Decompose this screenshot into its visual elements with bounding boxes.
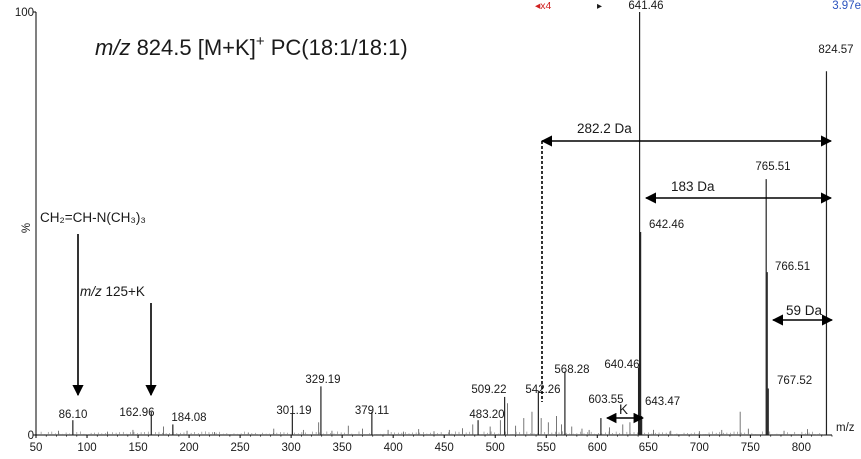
header-peak-label: 641.46 [628, 0, 663, 12]
x-axis-label: m/z [836, 422, 855, 434]
peaks [72, 12, 828, 435]
loss-59-label: 59 Da [786, 303, 823, 318]
peak-label-483.20: 483.20 [469, 409, 504, 421]
x-tick-label: 250 [231, 442, 250, 454]
y-tick-label: 100 [15, 7, 34, 19]
minor-peaks [40, 403, 824, 435]
peak-label-509.22: 509.22 [471, 384, 506, 396]
annotations: CH₂=CH-N(CH₃)₃ m/z 125+K 282.2 Da 183 Da… [40, 121, 834, 424]
peak-label-767.52: 767.52 [777, 375, 812, 387]
x-tick-label: 100 [77, 442, 96, 454]
x-tick-label: 150 [128, 442, 147, 454]
x-tick-label: 200 [179, 442, 198, 454]
peak-label-301.19: 301.19 [276, 405, 311, 417]
peak-label-379.11: 379.11 [355, 405, 389, 417]
title-mz: m/z [95, 35, 130, 60]
fragment-mz-label: m/z 125+K [80, 284, 145, 299]
title-charge: + [256, 33, 265, 50]
x-tick-label: 500 [486, 442, 505, 454]
y-axis-label: % [21, 223, 33, 233]
axes: 50 100 150 200 250 300 350 400 450 500 550 600 650 70… [15, 7, 855, 454]
peak-label-603.55: 603.55 [588, 394, 623, 406]
peak-label-765.51: 765.51 [755, 161, 790, 173]
cursor-marker: ▸ [597, 1, 602, 12]
peak-label-643.47: 643.47 [645, 396, 680, 408]
x-tick-label: 300 [282, 442, 301, 454]
title-lipid: PC(18:1/18:1) [265, 35, 408, 60]
peak-label-824.57: 824.57 [818, 44, 853, 56]
x-tick-label: 700 [690, 442, 709, 454]
loss-k-label: K [619, 402, 628, 417]
magnify-marker: ◂x4 [535, 0, 552, 12]
peak-label-766.51: 766.51 [775, 261, 810, 273]
peak-label-642.46: 642.46 [649, 219, 684, 231]
x-tick-label: 650 [639, 442, 658, 454]
fragment-formula: CH₂=CH-N(CH₃)₃ [40, 210, 146, 225]
title-ion: 824.5 [M+K] [130, 35, 255, 60]
x-tick-label: 550 [537, 442, 556, 454]
peak-label-184.08: 184.08 [171, 412, 206, 424]
chart-title: m/z 824.5 [M+K]+ PC(18:1/18:1) [95, 33, 408, 60]
loss-282-label: 282.2 Da [577, 121, 632, 136]
x-tick-label: 350 [333, 442, 352, 454]
x-tick-label: 50 [30, 442, 43, 454]
peak-label-86.10: 86.10 [59, 409, 88, 421]
peak-label-329.19: 329.19 [305, 374, 340, 386]
intensity-readout: 3.97e [832, 0, 861, 12]
x-tick-label: 750 [741, 442, 760, 454]
x-tick-label: 800 [792, 442, 811, 454]
y-tick-label: 0 [28, 430, 34, 442]
x-tick-label: 400 [384, 442, 403, 454]
peak-labels: 86.10 162.96 184.08 301.19 329.19 379.11 483.2… [59, 44, 854, 424]
peak-label-162.96: 162.96 [119, 407, 154, 419]
peak-label-568.28: 568.28 [554, 364, 589, 376]
x-tick-label: 600 [588, 442, 607, 454]
loss-183-label: 183 Da [671, 179, 715, 194]
peak-label-542.26: 542.26 [525, 384, 560, 396]
x-tick-label: 450 [435, 442, 454, 454]
peak-label-640.46: 640.46 [604, 359, 639, 371]
